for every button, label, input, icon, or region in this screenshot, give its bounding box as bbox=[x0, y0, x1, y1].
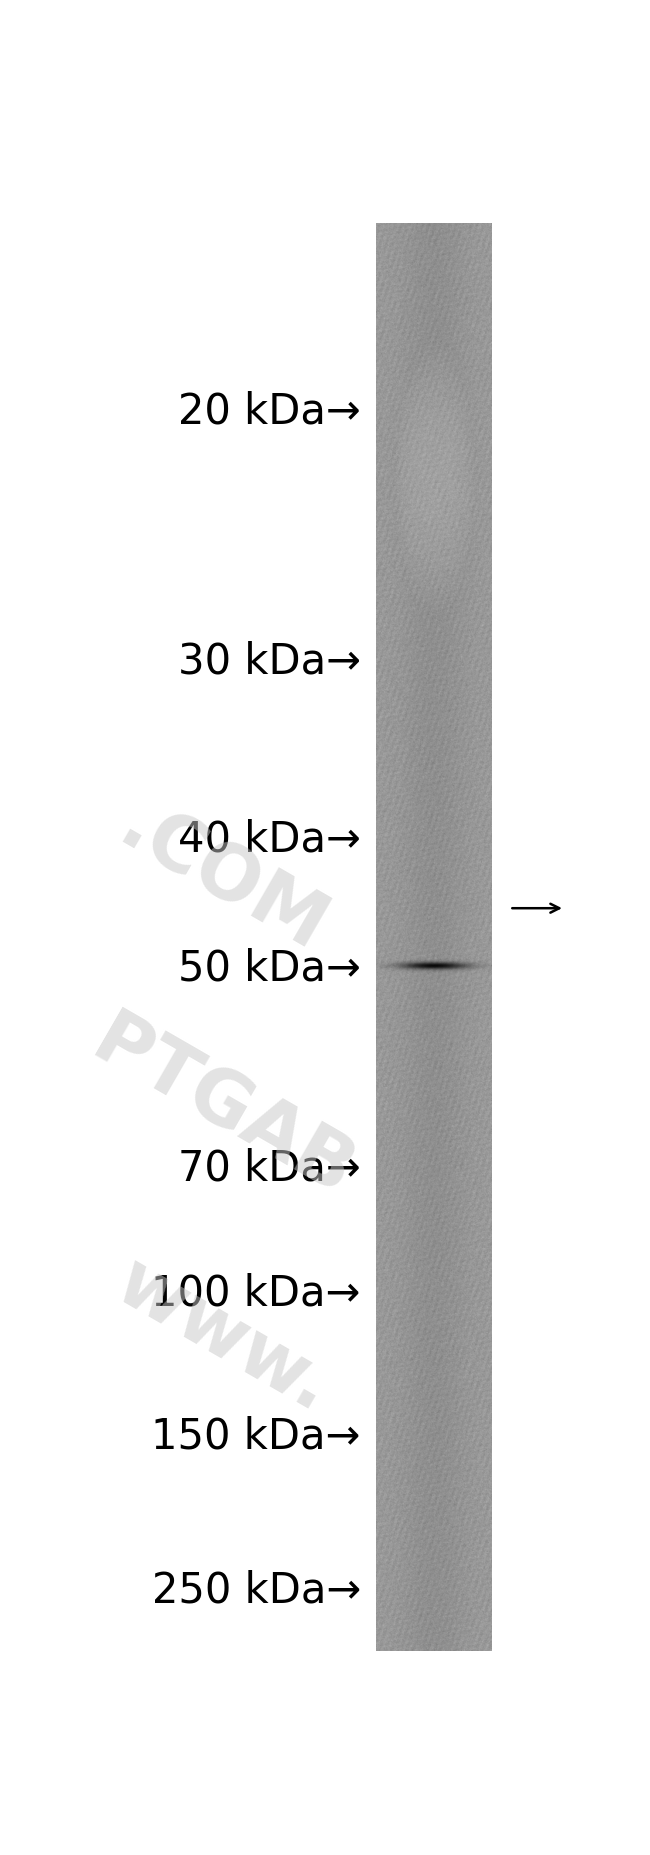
Text: 150 kDa→: 150 kDa→ bbox=[151, 1415, 361, 1458]
Text: 100 kDa→: 100 kDa→ bbox=[151, 1273, 361, 1315]
Text: 250 kDa→: 250 kDa→ bbox=[151, 1569, 361, 1612]
Text: 30 kDa→: 30 kDa→ bbox=[178, 640, 361, 683]
Text: www.: www. bbox=[102, 1247, 343, 1428]
Text: 70 kDa→: 70 kDa→ bbox=[178, 1146, 361, 1189]
Text: PTGAB: PTGAB bbox=[79, 1004, 365, 1211]
Text: 20 kDa→: 20 kDa→ bbox=[178, 390, 361, 432]
Text: 40 kDa→: 40 kDa→ bbox=[178, 818, 361, 861]
Text: .COM: .COM bbox=[106, 792, 339, 968]
Text: 50 kDa→: 50 kDa→ bbox=[178, 948, 361, 989]
